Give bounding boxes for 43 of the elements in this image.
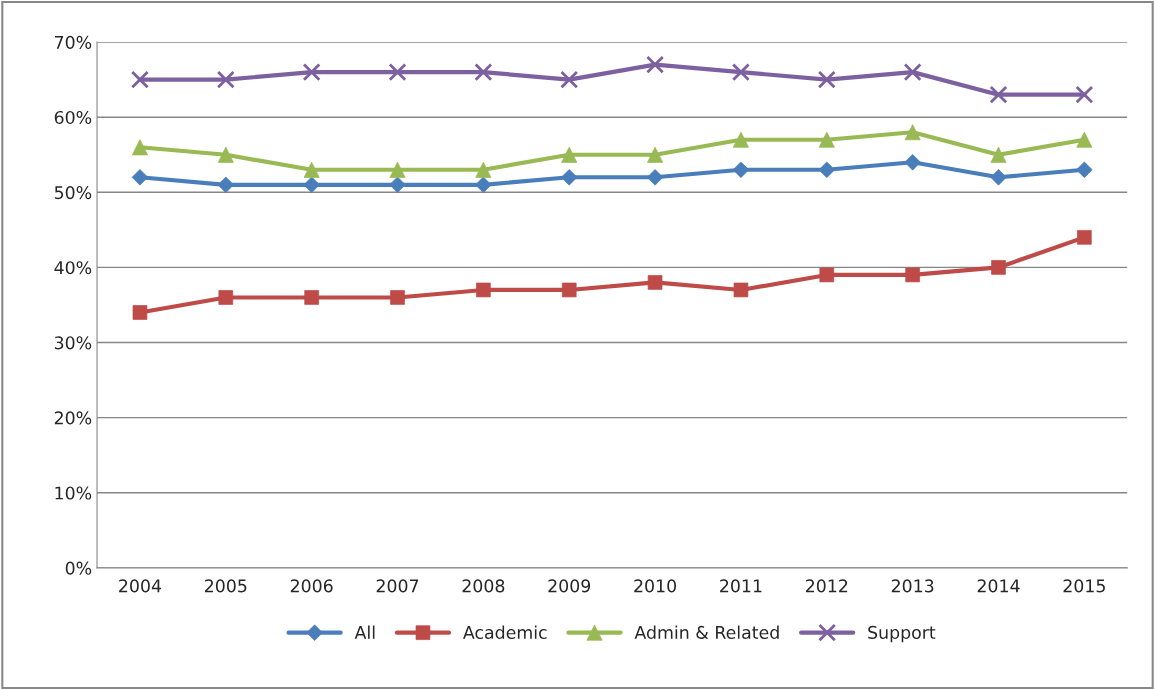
point [1075,85,1094,104]
legend-label: Admin & Related [634,625,779,639]
y-tick-label: 10% [55,486,92,500]
point [903,63,922,82]
point [130,70,149,89]
y-tick-label: 50% [54,186,92,200]
point [989,85,1008,104]
x-tick-label: 2008 [462,579,505,593]
point [131,169,149,186]
point [1077,230,1092,245]
point [731,63,750,82]
y-tick-label: 60% [54,110,92,125]
point [646,169,664,186]
point [474,63,493,82]
legend-label: Support [868,625,936,643]
y-tick-label: 40% [54,261,92,275]
point [131,139,148,156]
x-tick-label: 2009 [548,579,591,593]
x-tick-label: 2011 [720,579,762,593]
x-tick-label: 2010 [634,579,677,593]
point [817,70,836,89]
x-tick-label: 2014 [977,579,1020,593]
y-tick-label: 0% [65,561,92,575]
point [560,70,579,89]
legend-label: Academic [463,625,547,639]
point [646,55,665,74]
x-tick-label: 2015 [1063,579,1105,593]
legend-label: All [354,625,375,639]
y-tick-label: 70% [55,35,92,49]
x-tick-label: 2013 [891,579,934,593]
point [561,282,577,298]
x-tick-label: 2007 [376,579,419,593]
x-tick-label: 2004 [119,579,162,593]
x-tick-label: 2005 [204,579,247,593]
point [388,63,407,82]
y-tick-label: 20% [54,411,92,425]
point [990,169,1007,186]
x-tick-label: 2012 [805,579,848,593]
point [476,282,491,298]
point [216,70,235,89]
x-tick-label: 2006 [290,579,333,593]
y-tick-label: 30% [54,336,92,350]
point [302,63,321,82]
